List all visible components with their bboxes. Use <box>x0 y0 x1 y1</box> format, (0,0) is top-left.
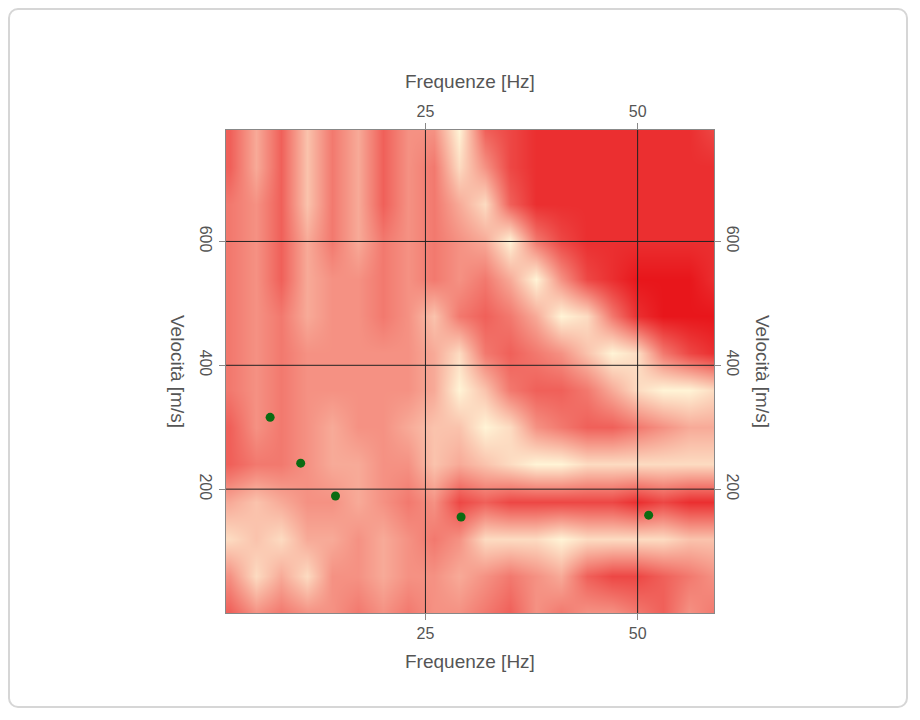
svg-text:25: 25 <box>417 103 435 120</box>
svg-text:Velocità [m/s]: Velocità [m/s] <box>752 315 773 428</box>
svg-text:200: 200 <box>197 473 214 500</box>
svg-text:Frequenze [Hz]: Frequenze [Hz] <box>405 651 535 672</box>
svg-text:200: 200 <box>724 473 741 500</box>
svg-text:25: 25 <box>417 625 435 642</box>
svg-text:600: 600 <box>724 226 741 253</box>
svg-text:Velocità [m/s]: Velocità [m/s] <box>167 315 188 428</box>
svg-text:50: 50 <box>629 103 647 120</box>
svg-text:600: 600 <box>197 226 214 253</box>
svg-text:400: 400 <box>197 350 214 377</box>
svg-text:400: 400 <box>724 350 741 377</box>
svg-text:Frequenze [Hz]: Frequenze [Hz] <box>405 71 535 92</box>
svg-text:50: 50 <box>629 625 647 642</box>
